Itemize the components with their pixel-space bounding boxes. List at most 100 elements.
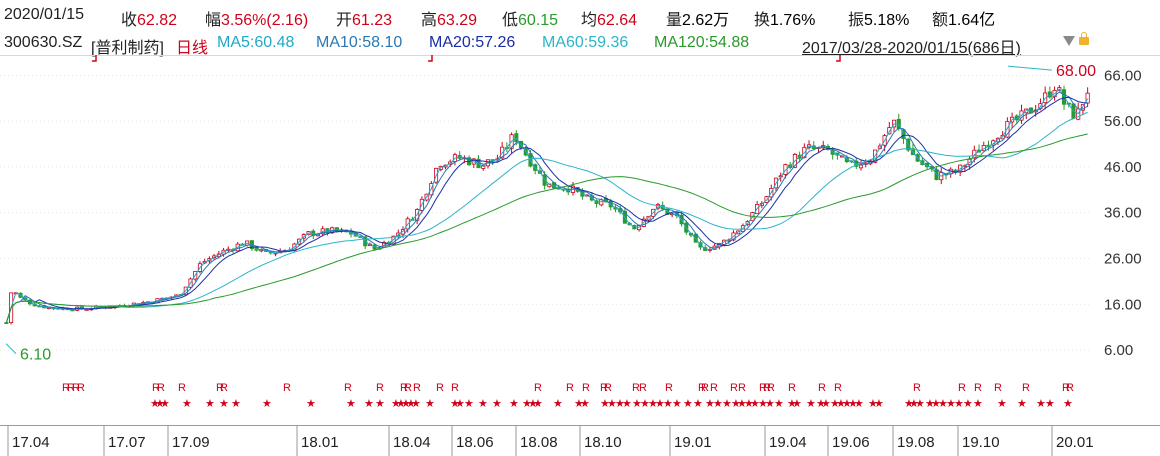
x-tick-label: 17.09	[172, 434, 210, 451]
marker-star: ★	[973, 398, 983, 410]
marker-star: ★	[262, 398, 272, 410]
turnover-stat: 换1.76%	[754, 12, 816, 29]
marker-star: ★	[1045, 398, 1055, 410]
marker-star: ★	[909, 398, 919, 410]
date-range[interactable]: 2017/03/28-2020/01/15(686日)	[802, 40, 1021, 57]
marker-star: ★	[874, 398, 884, 410]
marker-star: ★	[816, 398, 826, 410]
ma-lines-layer	[5, 88, 1089, 323]
marker-star: ★	[931, 398, 941, 410]
marker-star: ★	[1063, 398, 1073, 410]
x-tick-label: 17.07	[108, 434, 146, 451]
marker-star: ★	[806, 398, 816, 410]
max-pointer	[1007, 65, 1053, 71]
corner-mark	[836, 55, 841, 62]
marker-r: R	[1022, 382, 1030, 394]
marker-star: ★	[774, 398, 784, 410]
marker-star: ★	[963, 398, 973, 410]
marker-star: ★	[160, 398, 170, 410]
marker-star: ★	[655, 398, 665, 410]
marker-star: ★	[533, 398, 543, 410]
marker-r: R	[534, 382, 542, 394]
marker-star: ★	[925, 398, 935, 410]
ma20-legend: MA20:57.26	[429, 34, 516, 51]
y-tick-label: 56.00	[1104, 113, 1142, 130]
marker-r: R	[216, 382, 224, 394]
marker-star: ★	[1036, 398, 1046, 410]
marker-star: ★	[522, 398, 532, 410]
ma-legend-bar: 300630.SZ [普利制药] 日线 MA5:60.48 MA10:58.10…	[0, 30, 1160, 58]
high-stat: 高63.29	[421, 12, 478, 29]
lock-icon[interactable]	[1079, 32, 1089, 45]
marker-r: R	[913, 382, 921, 394]
y-tick-label: 16.00	[1104, 296, 1142, 313]
triangle-down-icon[interactable]	[1063, 36, 1075, 46]
marker-star: ★	[509, 398, 519, 410]
marker-r: R	[413, 382, 421, 394]
marker-star: ★	[364, 398, 374, 410]
candles-layer	[4, 85, 1090, 325]
marker-star: ★	[464, 398, 474, 410]
ma5-legend: MA5:60.48	[217, 34, 295, 51]
ma10-legend: MA10:58.10	[316, 34, 403, 51]
x-tick-label: 19.08	[897, 434, 935, 451]
marker-r: R	[72, 382, 80, 394]
x-tick-label: 18.06	[456, 434, 494, 451]
marker-r: R	[738, 382, 746, 394]
marker-r: R	[665, 382, 673, 394]
change-stat: 幅3.56%(2.16)	[205, 12, 309, 29]
marker-star: ★	[731, 398, 741, 410]
marker-star: ★	[580, 398, 590, 410]
marker-r: R	[710, 382, 718, 394]
y-tick-label: 36.00	[1104, 205, 1142, 222]
marker-star: ★	[492, 398, 502, 410]
stock-symbol: 300630.SZ	[4, 34, 83, 51]
ma-line-ma5	[5, 88, 1089, 323]
marker-star: ★	[705, 398, 715, 410]
marker-star: ★	[411, 398, 421, 410]
y-tick-label: 66.00	[1104, 67, 1142, 84]
marker-star: ★	[744, 398, 754, 410]
candle-body	[1085, 92, 1090, 104]
marker-r: R	[788, 382, 796, 394]
marker-r: R	[1066, 382, 1074, 394]
min-pointer	[5, 343, 17, 354]
marker-r: R	[283, 382, 291, 394]
x-tick-label: 18.08	[520, 434, 558, 451]
marker-star: ★	[997, 398, 1007, 410]
marker-star: ★	[915, 398, 925, 410]
marker-r: R	[152, 382, 160, 394]
marker-r: R	[698, 382, 706, 394]
x-tick-label: 19.01	[674, 434, 712, 451]
quote-date: 2020/01/15	[4, 6, 85, 23]
marker-r: R	[763, 382, 771, 394]
period-label[interactable]: 日线	[176, 40, 209, 57]
low-stat: 低60.15	[502, 12, 559, 29]
ma-line-ma10	[5, 91, 1088, 323]
marker-r: R	[818, 382, 826, 394]
x-tick-label: 19.06	[832, 434, 870, 451]
marker-r: R	[436, 382, 444, 394]
marker-star: ★	[737, 398, 747, 410]
marker-star: ★	[842, 398, 852, 410]
marker-star: ★	[683, 398, 693, 410]
marker-star: ★	[401, 398, 411, 410]
marker-r: R	[220, 382, 228, 394]
marker-star: ★	[182, 398, 192, 410]
marker-r: R	[632, 382, 640, 394]
marker-star: ★	[375, 398, 385, 410]
marker-r: R	[730, 382, 738, 394]
marker-r: R	[566, 382, 574, 394]
marker-star: ★	[346, 398, 356, 410]
marker-star: ★	[553, 398, 563, 410]
marker-star: ★	[663, 398, 673, 410]
marker-r: R	[67, 382, 75, 394]
marker-r: R	[404, 382, 412, 394]
ma-line-ma60	[5, 111, 1088, 323]
marker-r: R	[62, 382, 70, 394]
y-tick-label: 46.00	[1104, 159, 1142, 176]
chart-grid	[0, 55, 1160, 426]
marker-r: R	[767, 382, 775, 394]
marker-star: ★	[231, 398, 241, 410]
